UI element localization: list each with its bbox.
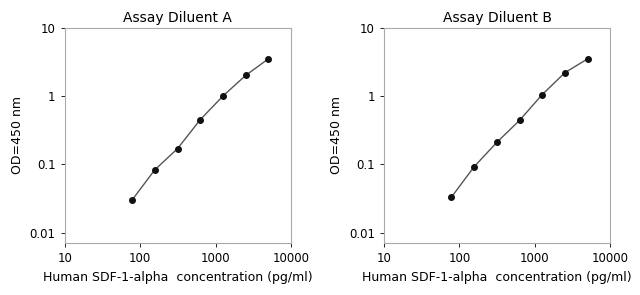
- X-axis label: Human SDF-1-alpha  concentration (pg/ml): Human SDF-1-alpha concentration (pg/ml): [362, 271, 632, 284]
- Y-axis label: OD=450 nm: OD=450 nm: [11, 96, 24, 174]
- Title: Assay Diluent B: Assay Diluent B: [443, 11, 552, 25]
- Y-axis label: OD=450 nm: OD=450 nm: [330, 96, 344, 174]
- X-axis label: Human SDF-1-alpha  concentration (pg/ml): Human SDF-1-alpha concentration (pg/ml): [43, 271, 313, 284]
- Title: Assay Diluent A: Assay Diluent A: [124, 11, 232, 25]
